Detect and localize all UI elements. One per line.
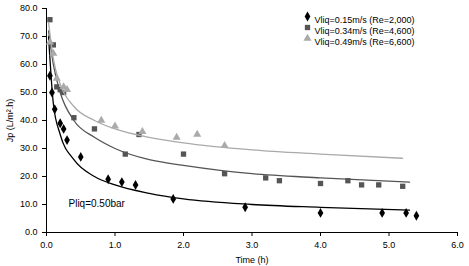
svg-text:20.0: 20.0: [20, 171, 38, 181]
svg-text:0.0: 0.0: [40, 240, 53, 250]
svg-text:4.0: 4.0: [314, 240, 327, 250]
svg-text:10.0: 10.0: [20, 199, 38, 209]
svg-text:60.0: 60.0: [20, 59, 38, 69]
svg-text:2.0: 2.0: [177, 240, 190, 250]
svg-text:80.0: 80.0: [20, 3, 38, 13]
svg-text:3.0: 3.0: [246, 240, 259, 250]
svg-text:Vliq=0.15m/s (Re=2,000): Vliq=0.15m/s (Re=2,000): [315, 15, 415, 25]
svg-text:50.0: 50.0: [20, 87, 38, 97]
svg-text:1.0: 1.0: [109, 240, 122, 250]
svg-text:70.0: 70.0: [20, 31, 38, 41]
svg-text:30.0: 30.0: [20, 143, 38, 153]
svg-text:Time (h): Time (h): [235, 255, 268, 265]
svg-text:Pliq=0.50bar: Pliq=0.50bar: [69, 198, 126, 209]
svg-text:40.0: 40.0: [20, 115, 38, 125]
svg-text:Vliq=0.34m/s (Re=4,600): Vliq=0.34m/s (Re=4,600): [315, 26, 415, 36]
svg-text:Jp (L/m².h): Jp (L/m².h): [5, 99, 15, 143]
svg-text:5.0: 5.0: [383, 240, 396, 250]
svg-text:6.0: 6.0: [451, 240, 464, 250]
svg-text:Vliq=0.49m/s (Re=6,600): Vliq=0.49m/s (Re=6,600): [315, 37, 415, 47]
svg-text:0.0: 0.0: [25, 227, 38, 237]
